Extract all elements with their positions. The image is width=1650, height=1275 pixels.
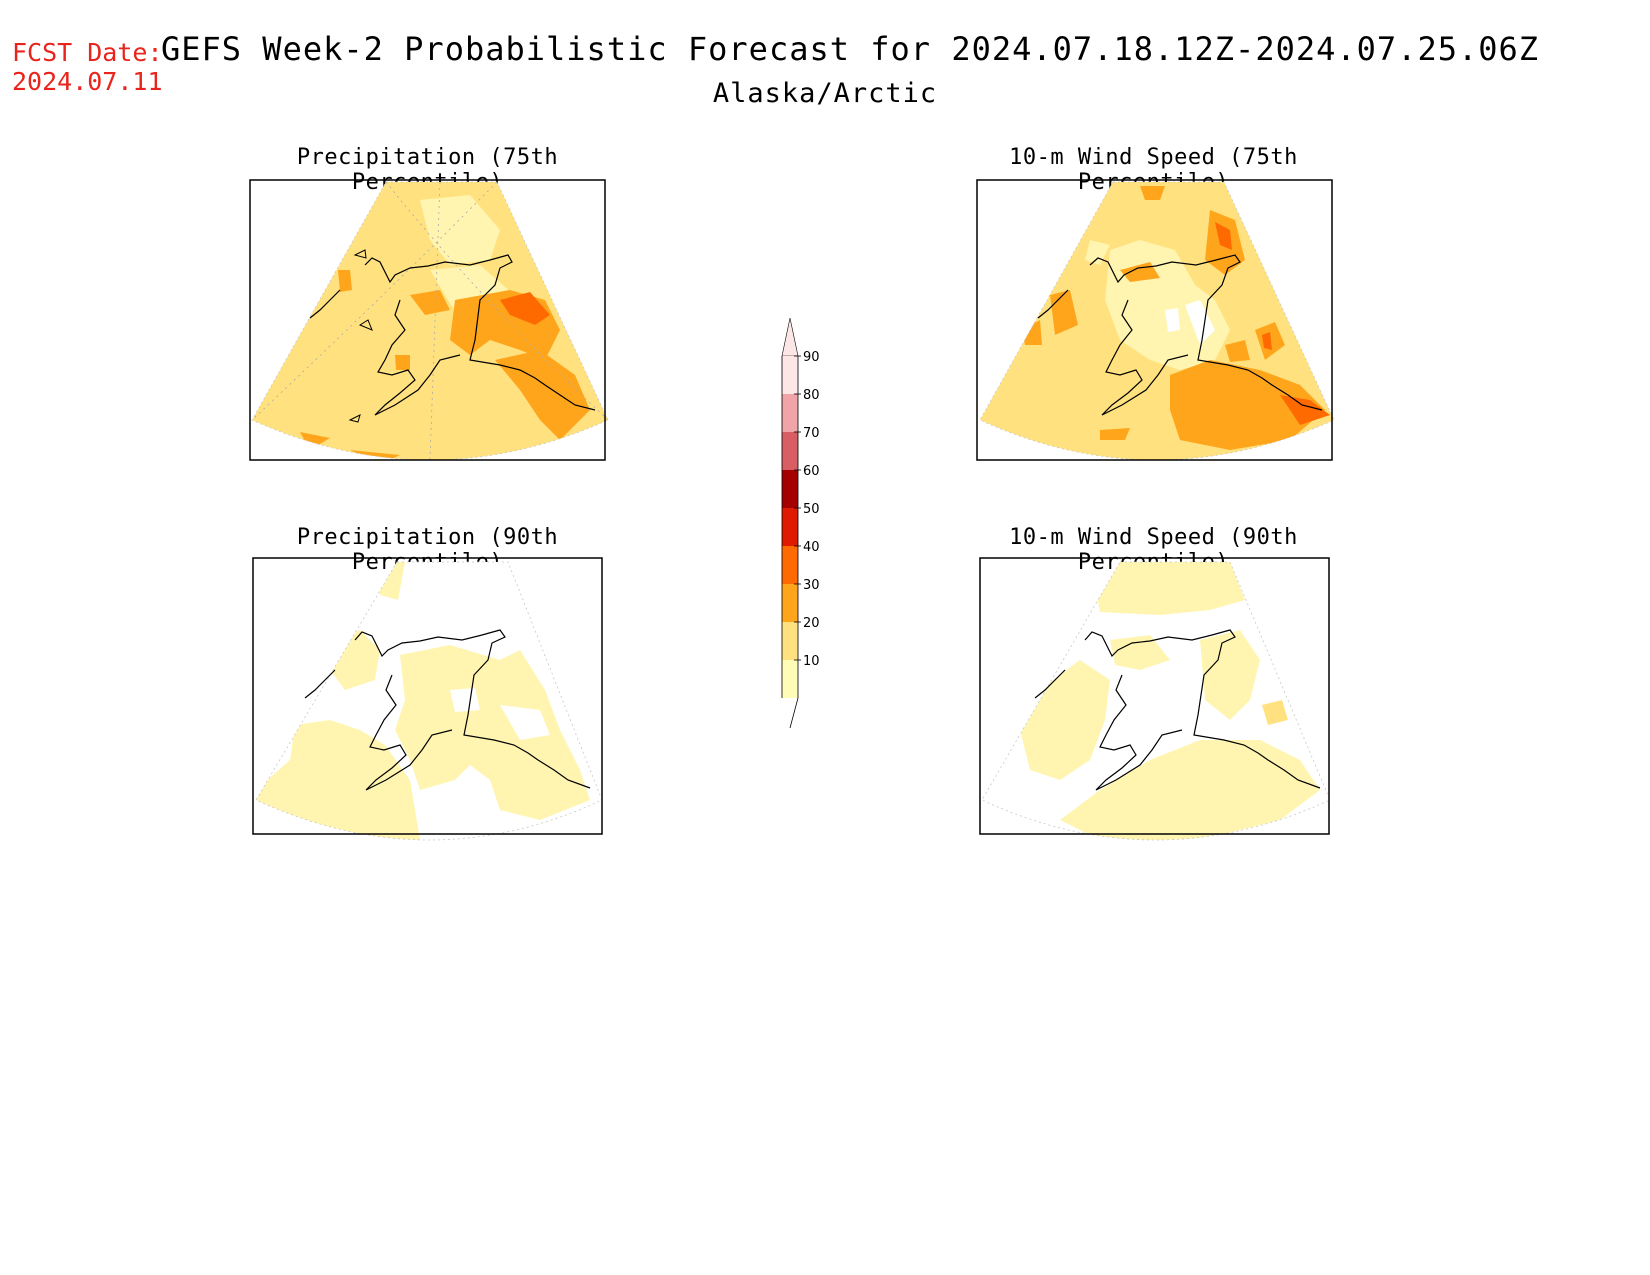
colorbar-segment bbox=[782, 622, 798, 660]
colorbar-segment bbox=[782, 432, 798, 470]
map-panel-precip-75 bbox=[249, 179, 609, 461]
colorbar-label: 20 bbox=[803, 616, 820, 631]
wind75-orange-patch bbox=[1225, 340, 1250, 362]
wind90-pale-patch bbox=[1090, 562, 1245, 615]
colorbar-segment bbox=[782, 356, 798, 394]
colorbar-segment bbox=[782, 394, 798, 432]
map-panel-wind-75 bbox=[976, 179, 1335, 461]
precip75-frame bbox=[249, 179, 606, 461]
precip75-orange-patch bbox=[410, 290, 450, 315]
precip75-orange-patch bbox=[395, 355, 410, 370]
wind90-light-patch bbox=[1262, 700, 1288, 725]
precip90-frame bbox=[252, 557, 603, 835]
wind75-pale-patch bbox=[1085, 240, 1110, 265]
wind90-pale-patch bbox=[1110, 635, 1170, 670]
precip90-coastline bbox=[304, 629, 591, 791]
map-panel-precip-90 bbox=[252, 557, 603, 841]
wind90-pale-patch bbox=[1060, 740, 1320, 840]
colorbar-segment bbox=[782, 584, 798, 622]
wind75-dark-patch bbox=[1262, 332, 1272, 350]
wind90-pale-patch bbox=[1200, 630, 1260, 720]
precip75-graticule bbox=[251, 181, 609, 461]
wind75-dark-patch bbox=[1280, 395, 1330, 425]
precip90-pale-patch bbox=[395, 645, 590, 820]
fcst-date-value: 2024.07.11 bbox=[12, 67, 163, 96]
forecast-date-label: FCST Date: 2024.07.11 bbox=[12, 38, 163, 96]
wind90-frame bbox=[979, 557, 1330, 835]
wind75-white-patch bbox=[1185, 300, 1215, 345]
precip90-graticule bbox=[255, 561, 603, 841]
colorbar-label: 90 bbox=[803, 350, 820, 365]
precip75-dark-patch bbox=[500, 292, 550, 325]
colorbar-label: 50 bbox=[803, 502, 820, 517]
precip75-orange-patch bbox=[495, 350, 590, 440]
colorbar-top-tip bbox=[781, 317, 799, 357]
main-title: GEFS Week-2 Probabilistic Forecast for 2… bbox=[0, 30, 1650, 68]
precip75-pale-patch bbox=[420, 195, 500, 265]
wind75-orange-patch bbox=[1100, 428, 1130, 440]
colorbar-segment bbox=[782, 470, 798, 508]
wind90-graticule bbox=[981, 561, 1331, 841]
precip90-pale-patch bbox=[256, 720, 420, 840]
colorbar-label: 40 bbox=[803, 540, 820, 555]
wind75-dark-patch bbox=[1215, 222, 1232, 250]
fcst-date-caption: FCST Date: bbox=[12, 38, 163, 67]
colorbar-segment bbox=[782, 660, 798, 698]
region-title: Alaska/Arctic bbox=[712, 78, 938, 109]
wind75-coastline bbox=[1037, 254, 1323, 416]
map-panel-wind-90 bbox=[979, 557, 1331, 841]
wind75-white-patch bbox=[1165, 308, 1180, 332]
precip90-white-patch bbox=[500, 705, 550, 740]
colorbar-label: 70 bbox=[803, 426, 820, 441]
precip75-orange-patch bbox=[338, 270, 352, 292]
colorbar-label: 10 bbox=[803, 654, 820, 669]
colorbar-segment bbox=[782, 508, 798, 546]
wind90-coastline bbox=[1034, 629, 1321, 791]
colorbar-label: 60 bbox=[803, 464, 820, 479]
wind75-orange-patch bbox=[1022, 320, 1042, 345]
colorbar-label: 30 bbox=[803, 578, 820, 593]
wind75-orange-patch bbox=[1170, 360, 1325, 450]
precip90-white-patch bbox=[450, 688, 480, 712]
precip75-islands bbox=[348, 249, 373, 423]
colorbar-segment bbox=[782, 546, 798, 584]
wind75-graticule bbox=[979, 181, 1335, 461]
precip75-graticule bbox=[251, 181, 609, 461]
precip75-coastline bbox=[309, 254, 596, 416]
wind75-orange-patch bbox=[1140, 186, 1165, 200]
wind75-frame bbox=[976, 179, 1333, 461]
colorbar-label: 80 bbox=[803, 388, 820, 403]
main-title-text: GEFS Week-2 Probabilistic Forecast for 2… bbox=[160, 30, 1540, 68]
colorbar: 10 20 30 40 50 60 70 80 90 bbox=[781, 317, 820, 729]
